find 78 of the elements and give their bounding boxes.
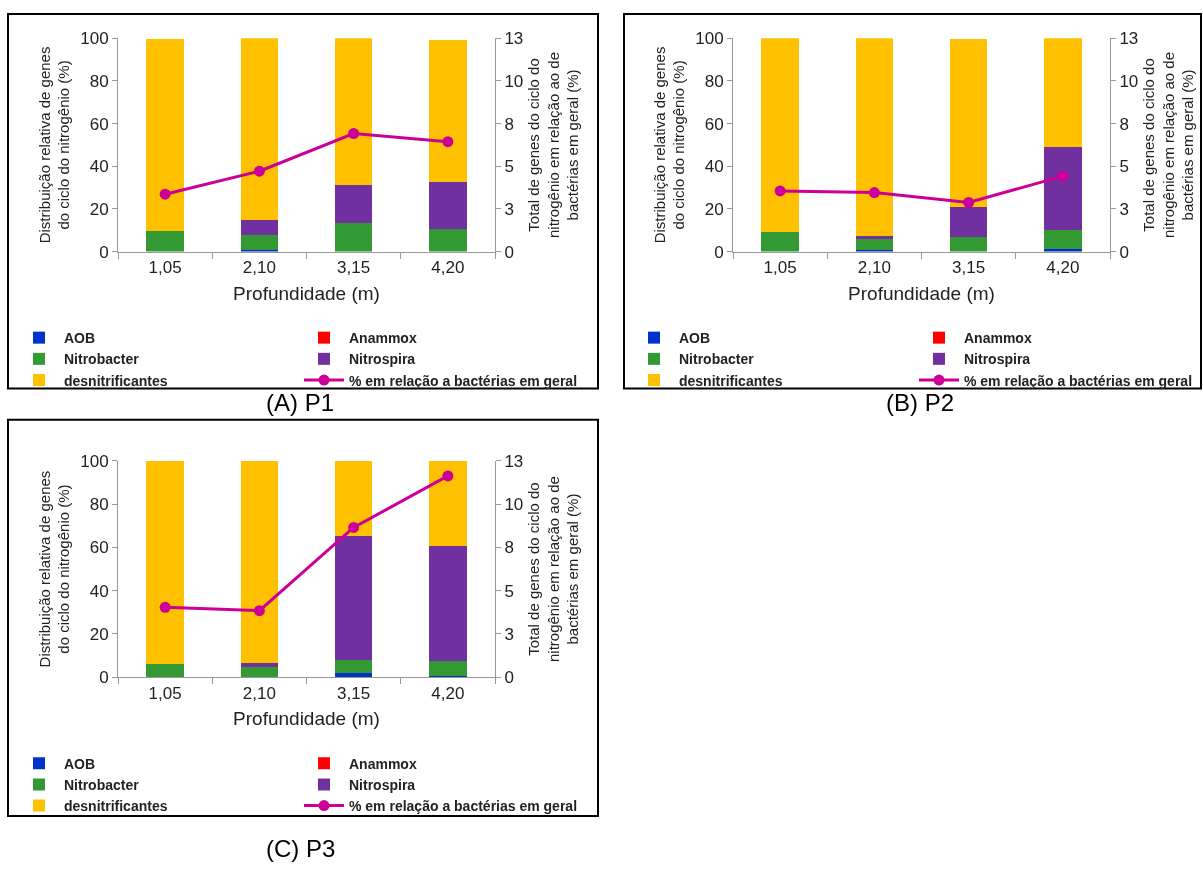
y2-tick-label: 0 bbox=[504, 242, 514, 262]
y-tick-label: 40 bbox=[704, 157, 724, 177]
y2-axis-title: Total de genes do ciclo do nitrogênio em relação ao de bactérias em geral (%) bbox=[1140, 51, 1197, 238]
y-tick-label: 0 bbox=[99, 242, 109, 262]
y2-tick-label: 3 bbox=[504, 624, 514, 644]
y2-axis-title: Total de genes do ciclo do nitrogênio em relação ao de bactérias em geral (%) bbox=[525, 51, 582, 238]
legend-label: desnitrificantes bbox=[64, 372, 168, 389]
legend-label: desnitrificantes bbox=[679, 372, 783, 389]
legend-label: AOB bbox=[64, 330, 96, 347]
legend-label: Nitrospira bbox=[349, 351, 416, 368]
x-axis-title: Profundidade (m) bbox=[848, 282, 995, 304]
legend-label: Nitrobacter bbox=[64, 351, 140, 368]
y-tick-label: 40 bbox=[89, 581, 109, 601]
y-tick-label: 0 bbox=[714, 242, 724, 262]
y2-tick-label: 5 bbox=[504, 581, 514, 601]
legend-label: % em relação a bactérias em geral bbox=[349, 372, 578, 389]
y-tick-label: 80 bbox=[704, 71, 724, 91]
y-tick-label: 20 bbox=[89, 199, 109, 219]
legend-label: AOB bbox=[64, 755, 96, 772]
y-tick-label: 80 bbox=[89, 71, 109, 91]
y2-tick-label: 10 bbox=[504, 71, 524, 91]
x-tick-label: 1,05 bbox=[763, 258, 797, 278]
y-tick-label: 80 bbox=[89, 495, 109, 515]
y-tick-label: 20 bbox=[704, 199, 724, 219]
x-tick-label: 2,10 bbox=[242, 683, 276, 703]
y-axis-title: Distribuição relativa de genes do ciclo do nitrogênio (%) bbox=[35, 46, 73, 244]
x-tick-label: 3,15 bbox=[337, 258, 371, 278]
y2-tick-label: 3 bbox=[504, 199, 514, 219]
y2-tick-label: 0 bbox=[1119, 242, 1129, 262]
legend-label: desnitrificantes bbox=[64, 798, 168, 815]
legend-label: % em relação a bactérias em geral bbox=[349, 798, 578, 815]
y2-tick-label: 13 bbox=[1119, 29, 1139, 49]
text: (B) P2 bbox=[886, 389, 955, 416]
y2-tick-label: 5 bbox=[1119, 157, 1129, 177]
y2-tick-label: 10 bbox=[1119, 71, 1139, 91]
legend-label: AOB bbox=[679, 330, 711, 347]
y-tick-label: 60 bbox=[704, 114, 724, 134]
x-axis-title: Profundidade (m) bbox=[233, 708, 380, 730]
x-tick-label: 3,15 bbox=[952, 258, 986, 278]
x-axis-title: Profundidade (m) bbox=[233, 282, 380, 304]
y-tick-label: 40 bbox=[89, 157, 109, 177]
legend-label: Nitrobacter bbox=[679, 351, 755, 368]
y2-tick-label: 5 bbox=[504, 157, 514, 177]
y2-axis-title: Total de genes do ciclo do nitrogênio em relação ao de bactérias em geral (%) bbox=[525, 476, 582, 663]
x-tick-label: 2,10 bbox=[242, 258, 276, 278]
legend-label: Anammox bbox=[349, 755, 417, 772]
legend-label: Anammox bbox=[964, 330, 1032, 347]
y-tick-label: 60 bbox=[89, 114, 109, 134]
y-axis-title: Distribuição relativa de genes do ciclo do nitrogênio (%) bbox=[650, 46, 688, 244]
legend-label: Nitrobacter bbox=[64, 776, 140, 793]
text: (A) P1 bbox=[266, 389, 335, 416]
y2-tick-label: 10 bbox=[504, 495, 524, 515]
legend-label: % em relação a bactérias em geral bbox=[964, 372, 1193, 389]
y2-tick-label: 3 bbox=[1119, 199, 1129, 219]
y2-tick-label: 13 bbox=[504, 29, 524, 49]
y2-tick-label: 0 bbox=[504, 668, 514, 688]
x-tick-label: 2,10 bbox=[857, 258, 891, 278]
y-tick-label: 100 bbox=[695, 29, 724, 49]
x-tick-label: 4,20 bbox=[431, 683, 465, 703]
x-tick-label: 1,05 bbox=[148, 258, 182, 278]
legend-label: Nitrospira bbox=[349, 776, 416, 793]
y2-tick-label: 8 bbox=[504, 114, 514, 134]
x-tick-label: 4,20 bbox=[1046, 258, 1080, 278]
y2-tick-label: 8 bbox=[1119, 114, 1129, 134]
y-tick-label: 100 bbox=[80, 451, 109, 471]
y-tick-label: 100 bbox=[80, 29, 109, 49]
x-tick-label: 1,05 bbox=[148, 683, 182, 703]
y-tick-label: 20 bbox=[89, 624, 109, 644]
x-tick-label: 3,15 bbox=[337, 683, 371, 703]
y-axis-title: Distribuição relativa de genes do ciclo do nitrogênio (%) bbox=[35, 470, 73, 668]
y2-tick-label: 13 bbox=[504, 451, 524, 471]
x-tick-label: 4,20 bbox=[431, 258, 465, 278]
y2-tick-label: 8 bbox=[504, 538, 514, 558]
legend-label: Nitrospira bbox=[964, 351, 1031, 368]
legend-label: Anammox bbox=[349, 330, 417, 347]
text: (C) P3 bbox=[266, 835, 336, 862]
y-tick-label: 60 bbox=[89, 538, 109, 558]
y-tick-label: 0 bbox=[99, 668, 109, 688]
